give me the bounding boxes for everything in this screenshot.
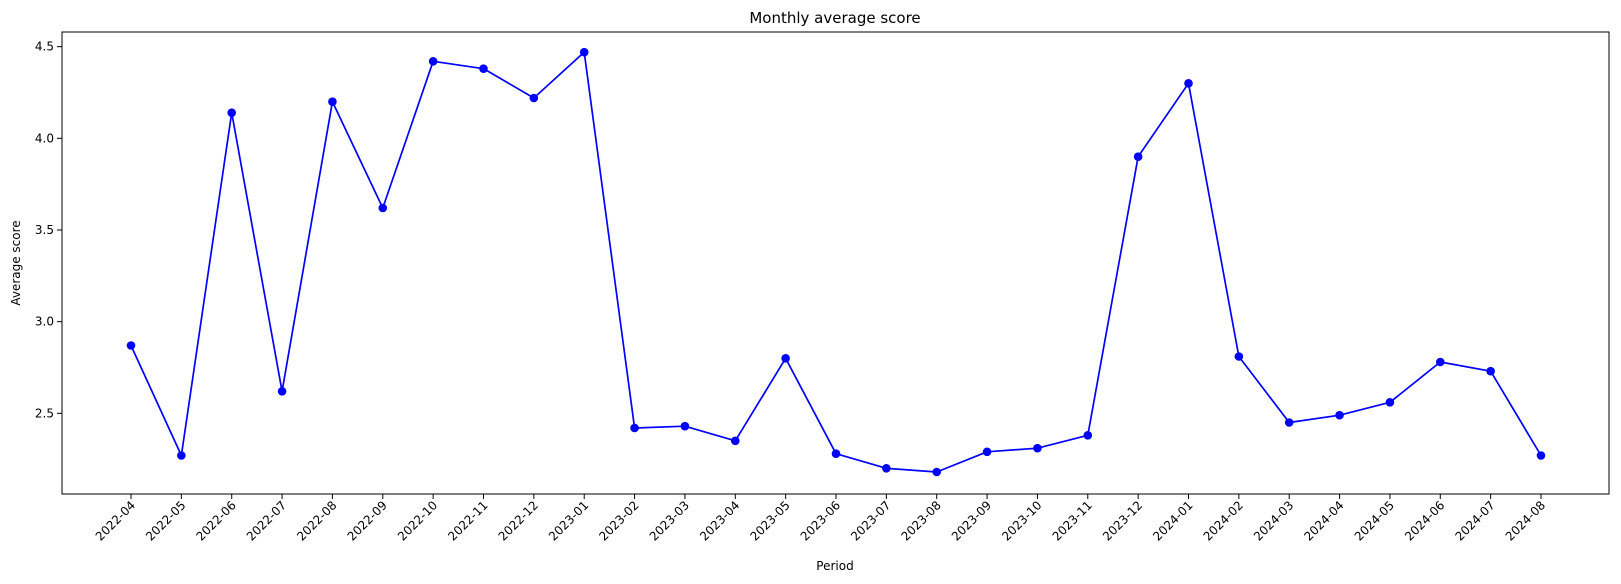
data-point (932, 467, 942, 477)
plot-area (61, 31, 1610, 495)
data-point (479, 64, 488, 73)
data-point (1486, 366, 1495, 376)
data-point (126, 341, 136, 350)
x-tick-label: 2022-11 (445, 498, 490, 543)
data-point (277, 387, 287, 396)
data-point (177, 451, 186, 460)
data-point (1133, 152, 1143, 161)
data-point (1335, 410, 1344, 420)
x-tick-label: 2022-09 (345, 498, 390, 543)
data-point (1184, 79, 1193, 88)
x-tick-label: 2024-06 (1402, 498, 1447, 543)
data-point (1284, 418, 1294, 427)
x-tick-label: 2023-05 (747, 498, 792, 543)
x-tick-label: 2024-02 (1201, 498, 1246, 543)
x-tick-label: 2023-03 (647, 498, 692, 543)
data-point (831, 449, 841, 458)
x-tick-label: 2023-06 (798, 498, 843, 543)
x-tick-label: 2023-11 (1050, 498, 1095, 543)
x-tick-label: 2024-05 (1352, 498, 1397, 543)
x-tick-label: 2022-05 (143, 498, 188, 543)
x-tick-label: 2022-07 (244, 498, 289, 543)
x-tick-label: 2023-02 (596, 498, 641, 543)
data-point (882, 464, 891, 473)
data-point (1435, 357, 1445, 367)
x-tick-label: 2024-08 (1503, 498, 1548, 543)
data-point (630, 423, 639, 433)
x-tick-label: 2024-04 (1301, 498, 1346, 543)
x-axis: 2022-04 2022-05 2022-06 2022-07 2022-08 2022-… (93, 494, 1548, 544)
x-tick-label: 2023-07 (848, 498, 893, 543)
x-tick-label: 2022-08 (294, 498, 339, 543)
x-tick-label: 2022-06 (193, 498, 238, 543)
data-point (680, 421, 690, 431)
x-tick-label: 2022-12 (496, 498, 541, 543)
x-tick-label: 2022-10 (395, 498, 440, 543)
data-point (1033, 443, 1042, 453)
x-tick-label: 2024-01 (1150, 498, 1195, 543)
data-point (982, 447, 992, 457)
y-tick-label: 2.5 (35, 406, 54, 420)
x-axis-title: Period (816, 559, 853, 573)
chart-title: Monthly average score (749, 9, 920, 27)
x-tick-label: 2023-12 (1100, 498, 1145, 543)
data-point (730, 436, 740, 446)
data-point (529, 93, 539, 103)
x-tick-label: 2024-03 (1251, 498, 1296, 543)
data-point (1083, 431, 1093, 440)
x-tick-label: 2023-10 (999, 498, 1044, 543)
x-tick-label: 2023-09 (949, 498, 994, 543)
data-point (227, 108, 237, 117)
series-layer (126, 47, 1546, 477)
x-tick-label: 2023-01 (546, 498, 591, 543)
y-tick-label: 4.0 (35, 131, 54, 145)
x-tick-label: 2023-04 (697, 498, 742, 543)
data-point (428, 57, 438, 66)
y-tick-label: 4.5 (35, 40, 54, 54)
x-tick-label: 2024-07 (1452, 498, 1497, 543)
y-tick-label: 3.0 (35, 315, 54, 329)
data-point (579, 47, 589, 57)
y-axis: 2.5 3.0 3.5 4.0 4.5 (35, 40, 62, 420)
series-line (130, 51, 1542, 473)
data-point (1385, 398, 1395, 407)
data-point (328, 97, 337, 106)
data-point (1234, 352, 1244, 361)
y-axis-title: Average score (9, 220, 23, 305)
data-point (378, 203, 388, 213)
data-point (1536, 451, 1546, 460)
x-tick-label: 2023-08 (898, 498, 943, 543)
y-tick-label: 3.5 (35, 223, 54, 237)
x-tick-label: 2022-04 (93, 498, 138, 543)
data-point (781, 354, 790, 363)
